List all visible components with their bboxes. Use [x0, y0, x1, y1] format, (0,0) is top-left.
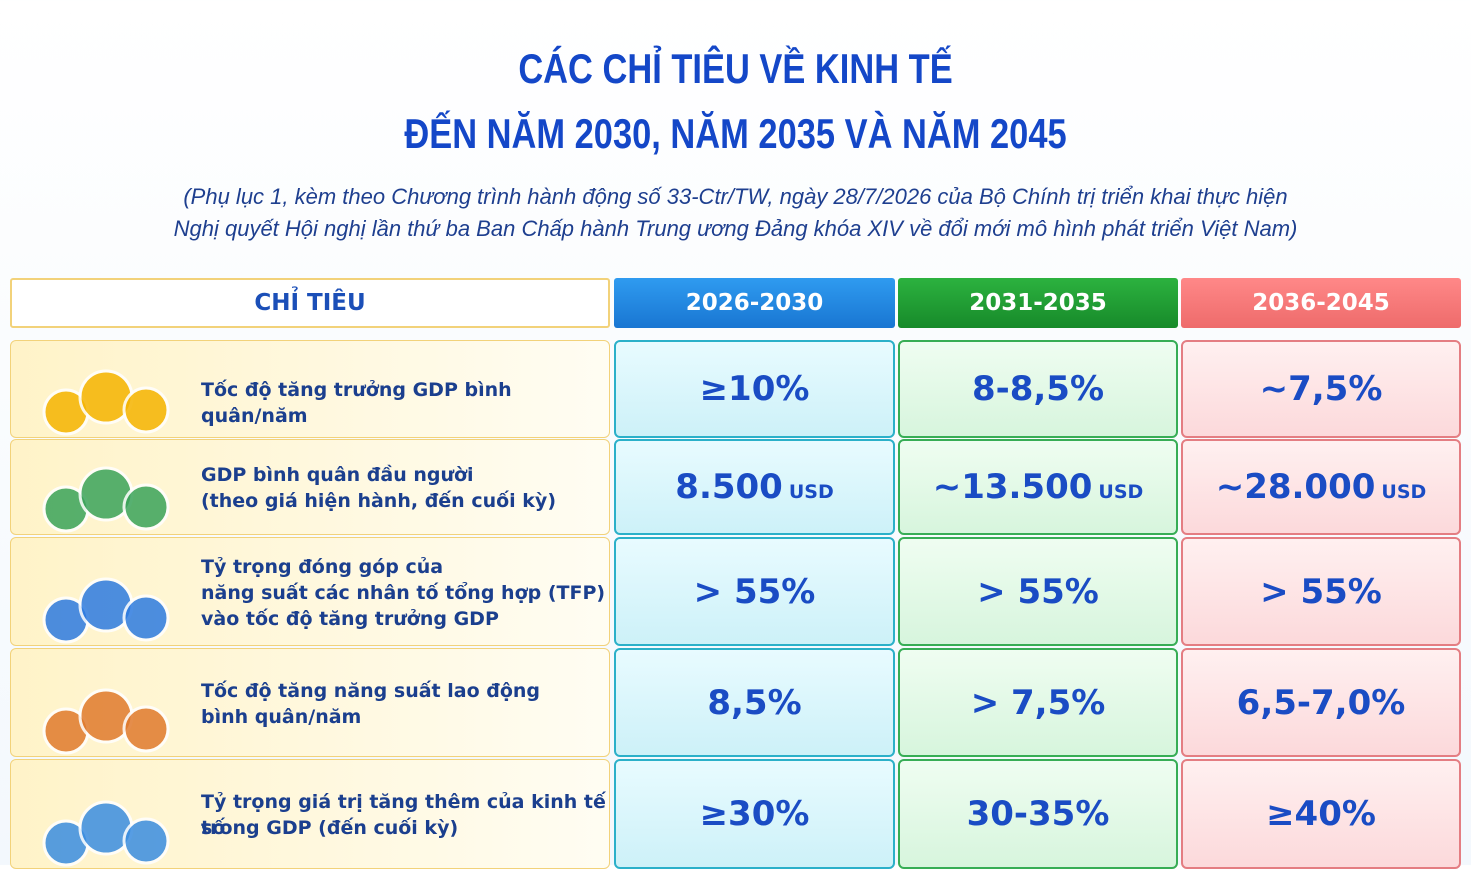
row-icon	[42, 688, 170, 755]
value-unit: USD	[1381, 481, 1427, 503]
value: ≥30%	[699, 794, 810, 834]
row-label-cell: Tốc độ tăng trưởng GDP bình quân/năm	[10, 340, 610, 438]
row-label-cell: Tỷ trọng đóng góp của năng suất các nhân …	[10, 537, 610, 646]
value: 8-8,5%	[971, 369, 1105, 409]
title-line: CÁC CHỈ TIÊU VỀ KINH TẾ	[518, 45, 953, 92]
row-icon	[42, 577, 170, 644]
row-icon	[42, 369, 170, 436]
value-cell: 8-8,5%	[898, 340, 1178, 438]
value: ≥40%	[1266, 794, 1376, 834]
row-label-cell: Tốc độ tăng năng suất lao động bình quân/…	[10, 648, 610, 757]
icon-shape	[122, 594, 170, 642]
value-cell: ≥40%	[1181, 759, 1461, 869]
value: > 55%	[977, 571, 1099, 612]
value-cell: ≥10%	[614, 340, 895, 438]
value-unit: USD	[788, 481, 834, 503]
value-cell: ~7,5%	[1181, 340, 1461, 438]
icon-shape	[122, 483, 170, 531]
value-unit: USD	[1098, 481, 1144, 503]
row-icon	[42, 800, 170, 867]
value-cell: > 55%	[1181, 537, 1461, 646]
value-cell: 8.500 USD	[614, 439, 895, 535]
value-cell: 30-35%	[898, 759, 1178, 869]
value: ~28.000	[1215, 467, 1376, 507]
value-cell: > 55%	[898, 537, 1178, 646]
value-cell: ≥30%	[614, 759, 895, 869]
value: > 55%	[693, 571, 816, 612]
value-cell: 6,5-7,0%	[1181, 648, 1461, 757]
column-header: CHỈ TIÊU	[10, 278, 610, 328]
row-label: GDP bình quân đầu người	[201, 464, 474, 486]
icon-shape	[122, 705, 170, 753]
row-label: năng suất các nhân tố tổng hợp (TFP)	[201, 581, 606, 604]
row-label-cell: GDP bình quân đầu người (theo giá hiện hà…	[10, 439, 610, 535]
value-cell: > 7,5%	[898, 648, 1178, 757]
row-label: Tốc độ tăng năng suất lao động	[201, 679, 541, 702]
value-cell: 8,5%	[614, 648, 895, 757]
row-label: Tỷ trọng giá trị tăng thêm của kinh tế s…	[201, 791, 606, 839]
column-header: 2031-2035	[898, 278, 1178, 328]
row-label: vào tốc độ tăng trưởng GDP	[201, 607, 499, 630]
row-label-cell: Tỷ trọng giá trị tăng thêm của kinh tế s…	[10, 759, 610, 869]
value-cell: ~13.500 USD	[898, 439, 1178, 535]
column-header: 2026-2030	[614, 278, 895, 328]
row-label: Tốc độ tăng trưởng GDP bình quân/năm	[201, 379, 512, 427]
title-line: ĐẾN NĂM 2030, NĂM 2035 VÀ NĂM 2045	[404, 110, 1067, 157]
row-icon	[42, 466, 170, 533]
row-label: Tỷ trọng đóng góp của	[201, 555, 444, 578]
value: > 7,5%	[970, 682, 1106, 723]
icon-shape	[122, 817, 170, 865]
value: ~7,5%	[1259, 369, 1383, 409]
value: 30-35%	[966, 794, 1110, 834]
icon-shape	[122, 386, 170, 434]
subtitle-line: Nghị quyết Hội nghị lần thứ ba Ban Chấp …	[173, 216, 1298, 241]
subtitle-line: (Phụ lục 1, kèm theo Chương trình hành đ…	[183, 184, 1288, 209]
value: ~13.500	[932, 467, 1093, 507]
value: 6,5-7,0%	[1236, 682, 1406, 723]
value: 8,5%	[707, 682, 802, 723]
value-cell: > 55%	[614, 537, 895, 646]
column-header: 2036-2045	[1181, 278, 1461, 328]
value: ≥10%	[699, 369, 810, 409]
value: 8.500	[675, 467, 783, 507]
row-label: trong GDP (đến cuối kỳ)	[201, 817, 459, 839]
row-label: (theo giá hiện hành, đến cuối kỳ)	[201, 490, 556, 512]
value-cell: ~28.000 USD	[1181, 439, 1461, 535]
value: > 55%	[1260, 571, 1382, 612]
row-label: bình quân/năm	[201, 705, 362, 728]
